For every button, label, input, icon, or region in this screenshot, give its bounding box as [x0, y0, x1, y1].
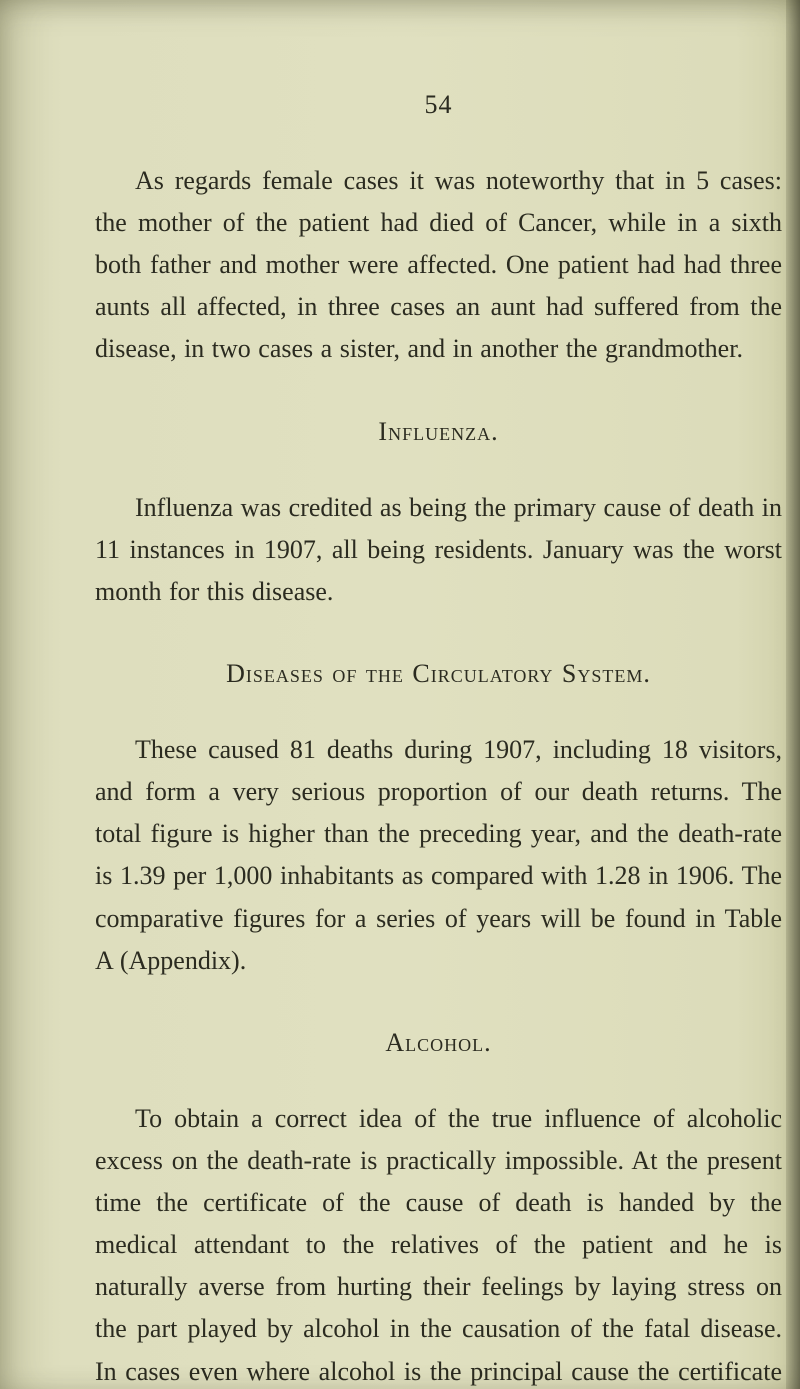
page-gutter [786, 0, 800, 1389]
paragraph-2: Influenza was credited as being the prim… [95, 487, 782, 613]
body-text: As regards female cases it was noteworth… [95, 160, 782, 1389]
heading-circulatory: Diseases of the Circulatory System. [95, 653, 782, 695]
paragraph-4: To obtain a correct idea of the true inf… [95, 1098, 782, 1389]
heading-alcohol: Alcohol. [95, 1022, 782, 1064]
paragraph-3: These caused 81 deaths during 1907, incl… [95, 729, 782, 982]
paragraph-1: As regards female cases it was noteworth… [95, 160, 782, 371]
page: 54 As regards female cases it was notewo… [0, 0, 800, 1389]
heading-influenza: Influenza. [95, 411, 782, 453]
page-number: 54 [95, 90, 782, 120]
